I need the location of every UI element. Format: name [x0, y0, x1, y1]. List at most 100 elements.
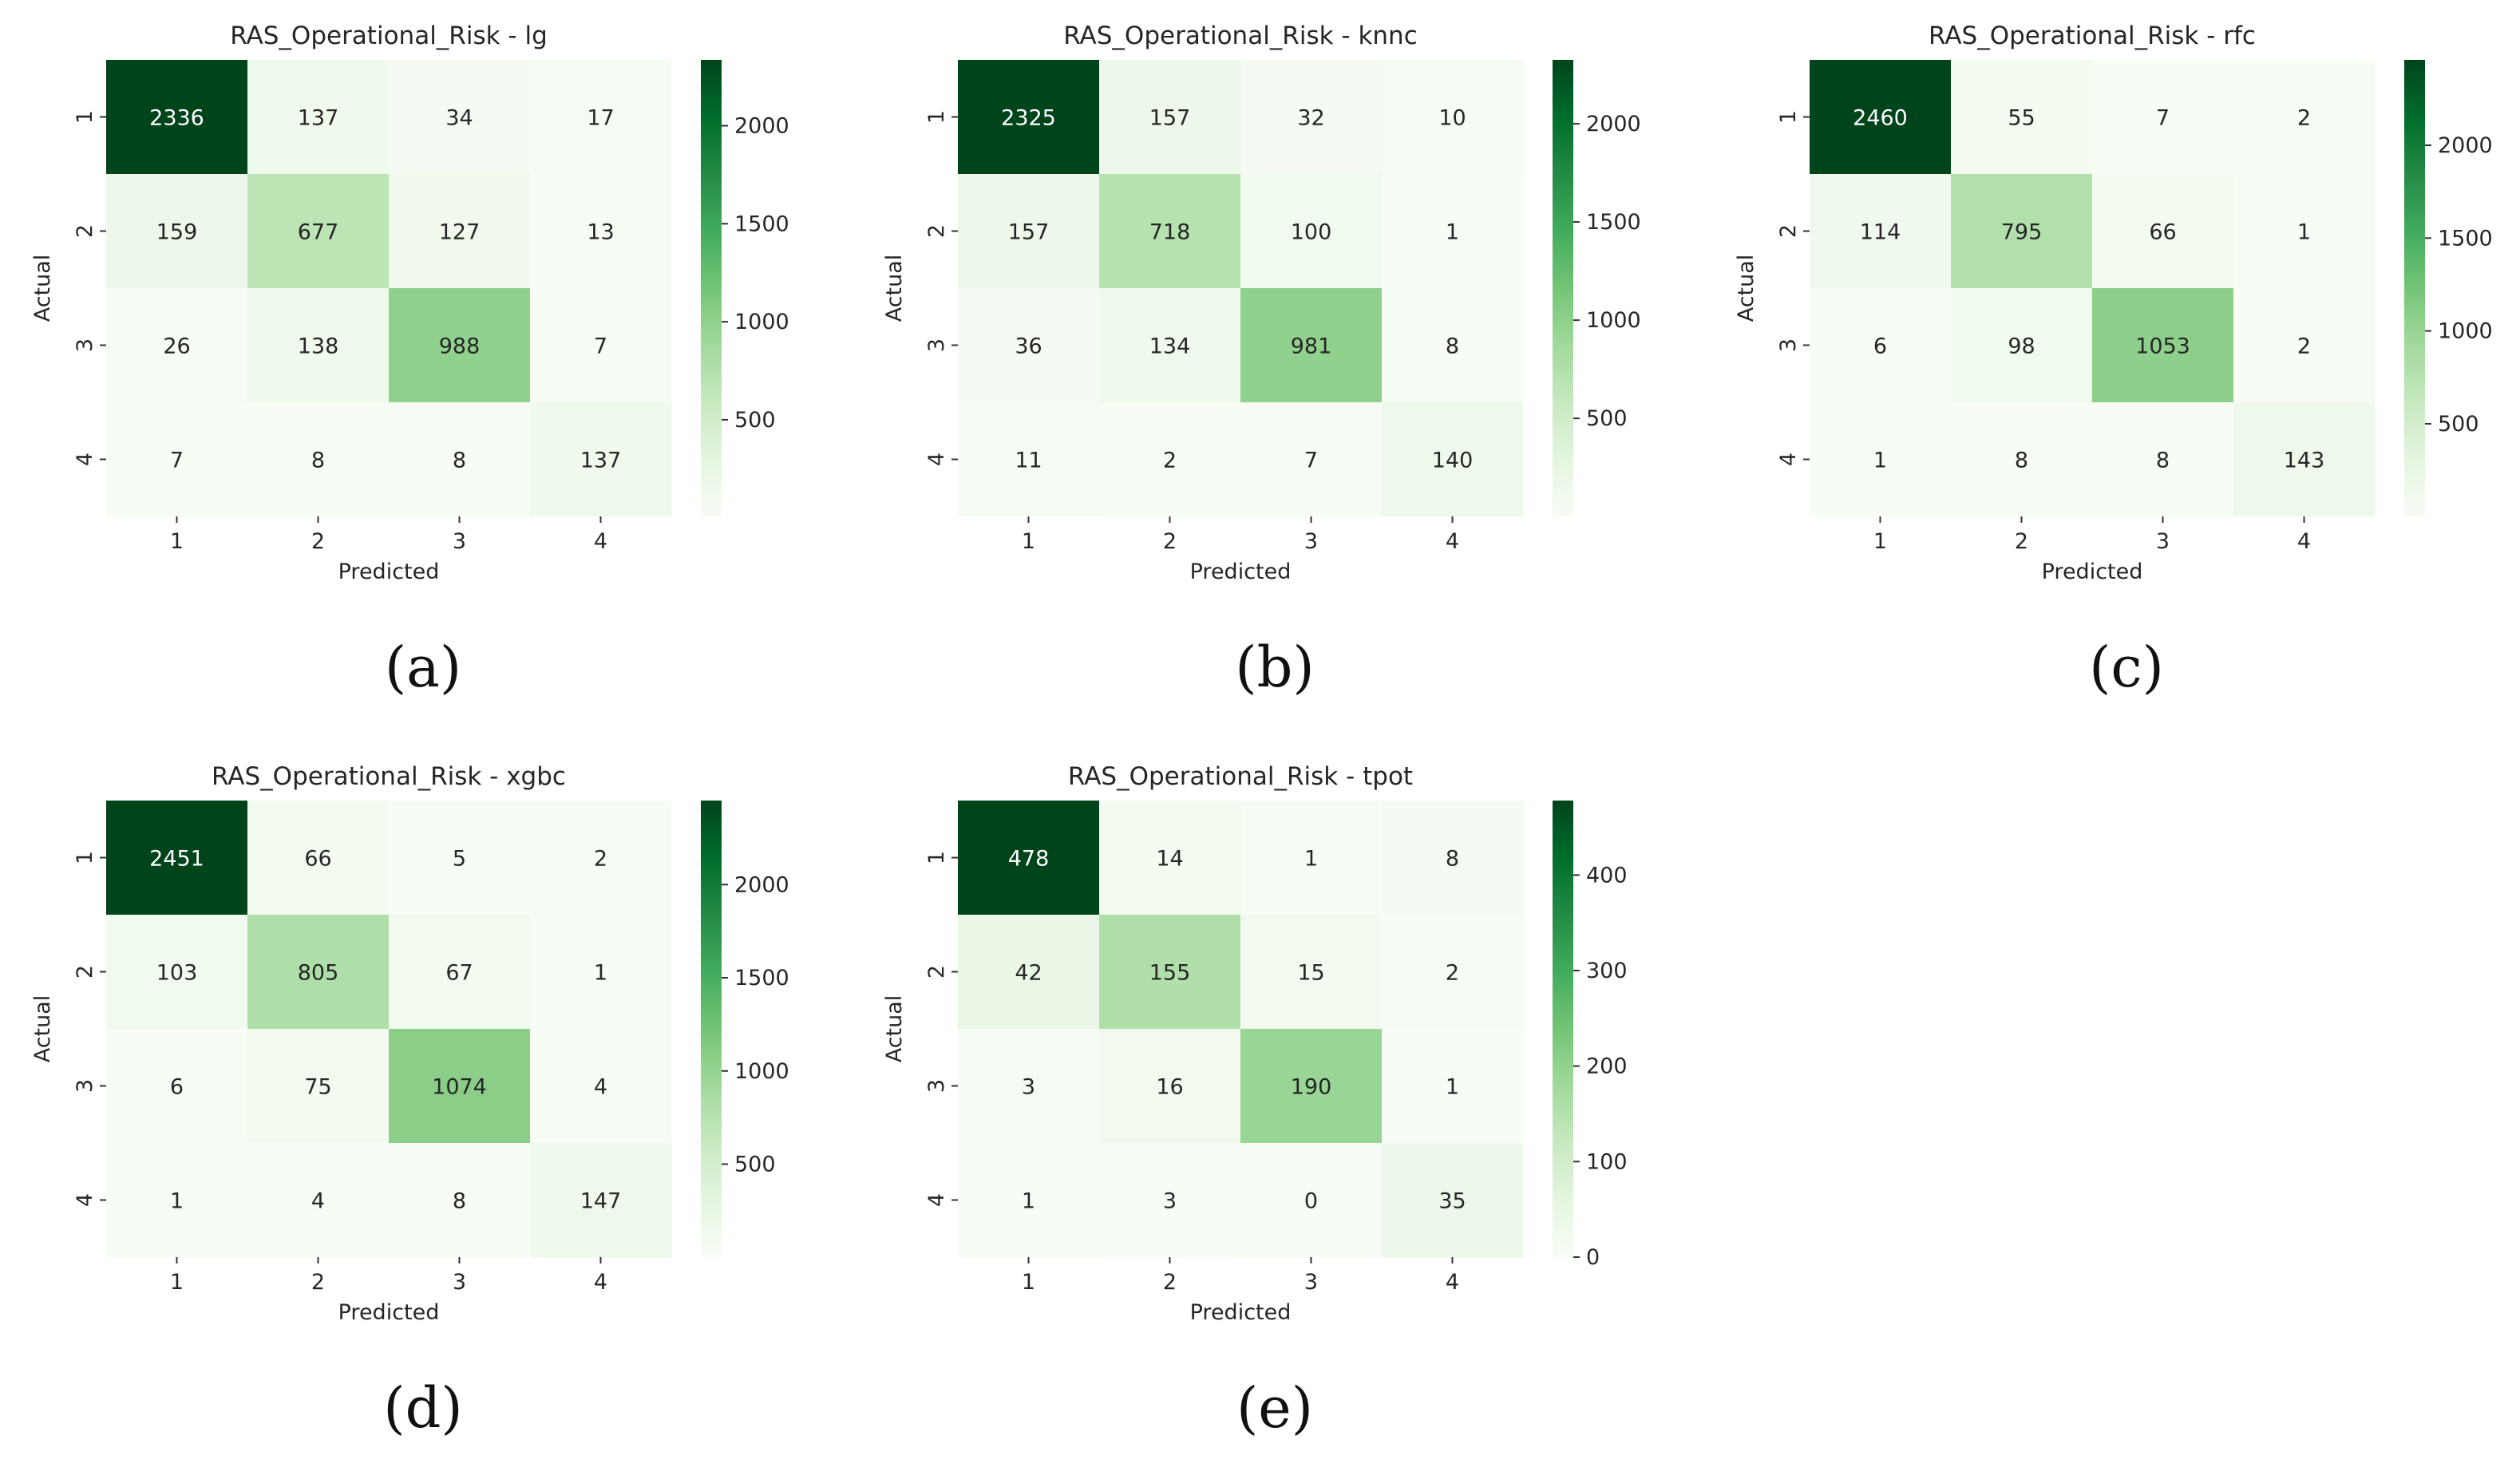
x-axis-label: Predicted [2042, 560, 2143, 584]
cell-value-label: 2325 [1001, 106, 1056, 131]
heatmap-cell [389, 915, 531, 1030]
colorbar-tick-label: 500 [2438, 412, 2479, 437]
cell-value-label: 7 [170, 449, 184, 473]
heatmap-cell [247, 1143, 390, 1258]
y-axis-label: Actual [30, 255, 55, 322]
heatmap-cell [389, 174, 531, 289]
heatmap-cell [1099, 60, 1241, 175]
heatmap-cell [1810, 60, 1952, 175]
y-tick-label: 4 [1776, 453, 1801, 466]
heatmap-cell [1240, 915, 1383, 1030]
x-tick-label: 4 [594, 1270, 607, 1295]
cell-value-label: 157 [1008, 220, 1050, 245]
colorbar [2404, 60, 2425, 516]
y-tick-label: 4 [73, 1193, 97, 1207]
heatmap-cell [530, 1029, 672, 1144]
heatmap-cell [106, 60, 248, 175]
cell-value-label: 13 [587, 220, 614, 245]
heatmap-cell [106, 288, 248, 403]
heatmap-cell [1951, 174, 2093, 289]
y-tick-label: 1 [924, 110, 949, 124]
colorbar-tick-label: 500 [734, 408, 776, 433]
cell-value-label: 8 [1446, 334, 1459, 359]
heatmap-cell [530, 1143, 672, 1258]
cell-value-label: 1 [1446, 220, 1459, 245]
heatmap-cell [1382, 174, 1524, 289]
heatmap-cell [1240, 288, 1383, 403]
cell-value-label: 2451 [149, 847, 204, 872]
x-tick-label: 3 [1304, 529, 1318, 554]
cell-value-label: 157 [1149, 106, 1191, 131]
cell-value-label: 1 [1304, 847, 1318, 872]
colorbar-tick-label: 1500 [1586, 210, 1641, 235]
cell-value-label: 1 [2297, 220, 2311, 245]
heatmap-cell [1240, 402, 1383, 517]
heatmap-cell [1099, 915, 1241, 1030]
colorbar-tick-label: 2000 [1586, 112, 1641, 136]
colorbar-tick-label: 300 [1586, 959, 1628, 983]
cell-value-label: 1 [594, 961, 607, 986]
colorbar [1553, 60, 1573, 516]
cell-value-label: 16 [1156, 1075, 1183, 1100]
x-tick-label: 2 [311, 1270, 325, 1295]
x-tick-label: 3 [2156, 529, 2170, 554]
y-tick-label: 4 [924, 453, 949, 466]
heatmap-cell [106, 1143, 248, 1258]
cell-value-label: 114 [1860, 220, 1901, 245]
heatmap-cell [1382, 60, 1524, 175]
colorbar-tick-label: 500 [1586, 406, 1628, 431]
heatmap-cell [530, 288, 672, 403]
heatmap-cell [106, 402, 248, 517]
heatmap-cell [1382, 1143, 1524, 1258]
cell-value-label: 100 [1291, 220, 1332, 245]
colorbar-tick-label: 1500 [2438, 226, 2493, 251]
heatmap-cell [389, 801, 531, 915]
cell-value-label: 5 [453, 847, 466, 872]
caption-a: (a) [384, 635, 462, 700]
heatmap-cell [1951, 60, 2093, 175]
y-tick-label: 3 [1776, 338, 1801, 352]
cell-value-label: 103 [156, 961, 198, 986]
heatmap-cell [1382, 915, 1524, 1030]
heatmap-cell [1382, 288, 1524, 403]
cell-value-label: 0 [1304, 1189, 1318, 1214]
colorbar [701, 801, 722, 1257]
cell-value-label: 134 [1149, 334, 1191, 359]
chart-title: RAS_Operational_Risk - knnc [1063, 22, 1418, 50]
cell-value-label: 4 [311, 1189, 325, 1214]
cell-value-label: 478 [1008, 847, 1050, 872]
y-tick-label: 2 [73, 224, 97, 238]
cell-value-label: 55 [2008, 106, 2035, 131]
cell-value-label: 4 [594, 1075, 607, 1100]
cell-value-label: 66 [2149, 220, 2176, 245]
cell-value-label: 805 [298, 961, 339, 986]
heatmap-cell [2233, 288, 2376, 403]
x-tick-label: 2 [2015, 529, 2028, 554]
heatmap-cell [1099, 288, 1241, 403]
cell-value-label: 7 [2156, 106, 2170, 131]
heatmap-cell [958, 60, 1100, 175]
heatmap-cell [2233, 60, 2376, 175]
heatmap-cell [958, 288, 1100, 403]
x-tick-label: 1 [1022, 529, 1035, 554]
cell-value-label: 67 [445, 961, 473, 986]
cell-value-label: 127 [439, 220, 481, 245]
colorbar-tick-label: 1000 [2438, 319, 2493, 344]
cell-value-label: 8 [453, 449, 466, 473]
heatmap-cell [2233, 174, 2376, 289]
heatmap-cell [1240, 1029, 1383, 1144]
confusion-matrix-panel-tpot: RAS_Operational_Risk - tpot 478 14 1 8 42 155 1… [882, 741, 1714, 1475]
heatmap-cell [1240, 1143, 1383, 1258]
heatmap-cell [1951, 402, 2093, 517]
cell-value-label: 2336 [149, 106, 204, 131]
cell-value-label: 140 [1432, 449, 1474, 473]
y-tick-label: 2 [1776, 224, 1801, 238]
heatmap-cell [247, 288, 390, 403]
cell-value-label: 2 [594, 847, 607, 872]
cell-value-label: 1053 [2135, 334, 2190, 359]
confusion-matrix-panel-rfc: RAS_Operational_Risk - rfc 2460 55 7 2 114 795… [1734, 0, 2520, 734]
confusion-matrix-panel-knnc: RAS_Operational_Risk - knnc 2325 157 32 10 15… [882, 0, 1714, 734]
caption-c: (c) [2089, 635, 2164, 700]
